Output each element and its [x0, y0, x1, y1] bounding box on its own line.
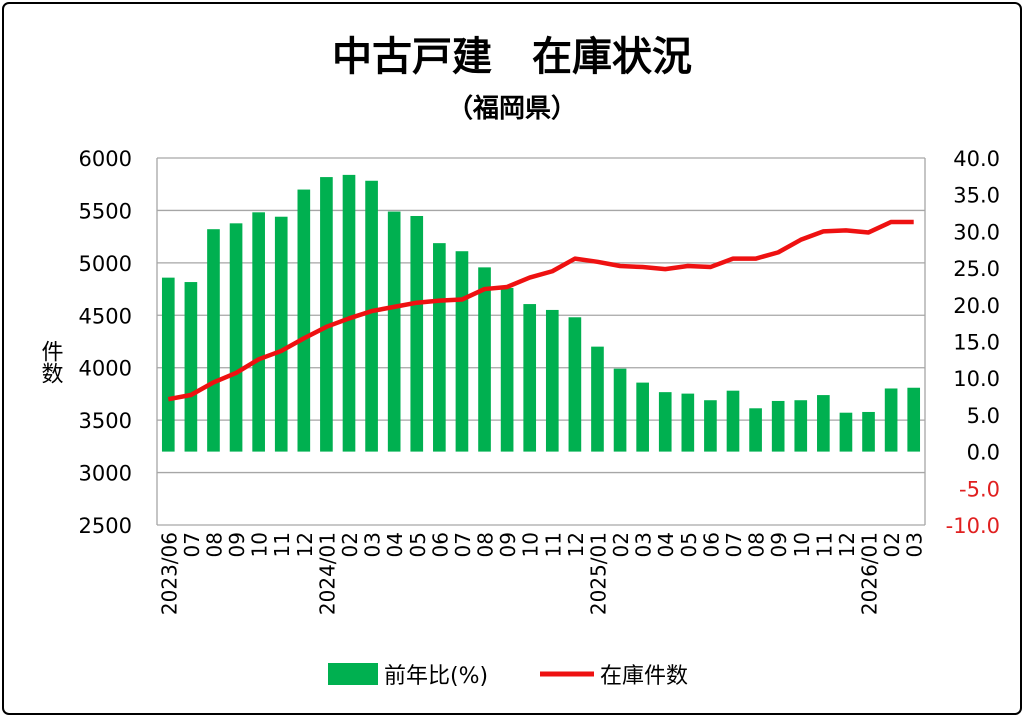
- bar: [185, 282, 198, 452]
- bar: [727, 391, 740, 452]
- legend-label-bar: 前年比(%): [384, 664, 488, 689]
- x-tick-label: 03: [361, 532, 385, 557]
- x-tick-label: 08: [202, 532, 226, 557]
- y-left-tick-label: 3000: [79, 462, 132, 486]
- bar: [659, 392, 672, 451]
- bar: [817, 395, 830, 452]
- y-right-tick-label: 25.0: [953, 257, 1000, 281]
- y-left-tick-label: 2500: [79, 514, 132, 538]
- legend-label-line: 在庫件数: [600, 664, 688, 689]
- x-tick-label: 02: [880, 532, 904, 557]
- x-tick-label: 11: [270, 532, 294, 557]
- x-tick-label: 04: [654, 532, 678, 557]
- y-right-tick-label: -10.0: [946, 514, 1000, 538]
- bar: [501, 288, 514, 452]
- bar: [230, 223, 243, 451]
- y-right-tick-label: 10.0: [953, 367, 1000, 391]
- bar: [456, 251, 469, 451]
- bar: [681, 394, 694, 452]
- x-tick-label: 08: [474, 532, 498, 557]
- x-tick-label: 07: [722, 532, 746, 557]
- x-tick-label: 06: [699, 532, 723, 557]
- y-right-tick-label: 15.0: [953, 331, 1000, 355]
- bar: [591, 347, 604, 452]
- bar: [343, 175, 356, 452]
- bar: [614, 369, 627, 452]
- bar: [546, 310, 559, 452]
- y-right-tick-label: 40.0: [953, 147, 1000, 171]
- x-tick-label: 11: [541, 532, 565, 557]
- bar: [252, 212, 265, 451]
- x-tick-label: 08: [745, 532, 769, 557]
- bar: [410, 216, 423, 452]
- y-right-tick-label: 0.0: [967, 441, 1000, 465]
- bar: [794, 400, 807, 451]
- bar: [523, 304, 536, 452]
- y-left-tick-label: 3500: [79, 409, 132, 433]
- bar: [365, 181, 378, 452]
- x-tick-label: 2024/01: [315, 532, 339, 615]
- x-tick-label: 05: [406, 532, 430, 557]
- x-tick-label: 06: [428, 532, 452, 557]
- x-tick-label: 09: [225, 532, 249, 557]
- x-tick-label: 04: [383, 532, 407, 557]
- y-axis-label-left: 件数: [38, 340, 64, 384]
- bar: [840, 413, 853, 452]
- y-right-tick-label: 35.0: [953, 184, 1000, 208]
- x-tick-label: 12: [564, 532, 588, 557]
- bar: [275, 217, 288, 452]
- x-tick-label: 05: [677, 532, 701, 557]
- y-left-tick-label: 6000: [79, 147, 132, 171]
- bar: [862, 412, 875, 452]
- y-right-tick-label: -5.0: [959, 477, 1000, 501]
- bar: [433, 243, 446, 451]
- x-tick-label: 2023/06: [157, 532, 181, 615]
- y-right-tick-label: 30.0: [953, 220, 1000, 244]
- chart-title: 中古戸建 在庫状況: [332, 34, 692, 80]
- x-tick-label: 10: [519, 532, 543, 557]
- x-tick-label: 03: [632, 532, 656, 557]
- bar: [162, 278, 175, 452]
- x-tick-label: 09: [767, 532, 791, 557]
- x-tick-label: 10: [790, 532, 814, 557]
- y-right-tick-label: 20.0: [953, 294, 1000, 318]
- bar: [478, 267, 491, 451]
- bar: [636, 383, 649, 452]
- x-tick-label: 07: [451, 532, 475, 557]
- bar: [207, 229, 220, 451]
- bar: [569, 317, 582, 451]
- x-tick-label: 12: [835, 532, 859, 557]
- y-left-tick-label: 5500: [79, 199, 132, 223]
- x-tick-label: 2025/01: [586, 532, 610, 615]
- chart-subtitle: （福岡県）: [447, 94, 577, 124]
- x-tick-label: 03: [903, 532, 927, 557]
- bar: [907, 388, 920, 452]
- y-right-tick-label: 5.0: [967, 404, 1000, 428]
- bar: [297, 190, 310, 452]
- bar: [772, 401, 785, 452]
- bar: [885, 388, 898, 451]
- x-tick-label: 11: [812, 532, 836, 557]
- y-left-tick-label: 4500: [79, 304, 132, 328]
- x-tick-label: 07: [180, 532, 204, 557]
- bar: [749, 408, 762, 451]
- y-left-tick-label: 5000: [79, 252, 132, 276]
- x-tick-label: 2026/01: [858, 532, 882, 615]
- y-left-tick-label: 4000: [79, 357, 132, 381]
- bar: [704, 400, 717, 451]
- x-tick-label: 10: [248, 532, 272, 557]
- bar: [320, 177, 333, 452]
- bar: [388, 212, 401, 452]
- x-tick-label: 02: [609, 532, 633, 557]
- x-tick-label: 12: [293, 532, 317, 557]
- x-tick-label: 02: [338, 532, 362, 557]
- x-tick-label: 09: [496, 532, 520, 557]
- legend-swatch-bar: [328, 663, 378, 685]
